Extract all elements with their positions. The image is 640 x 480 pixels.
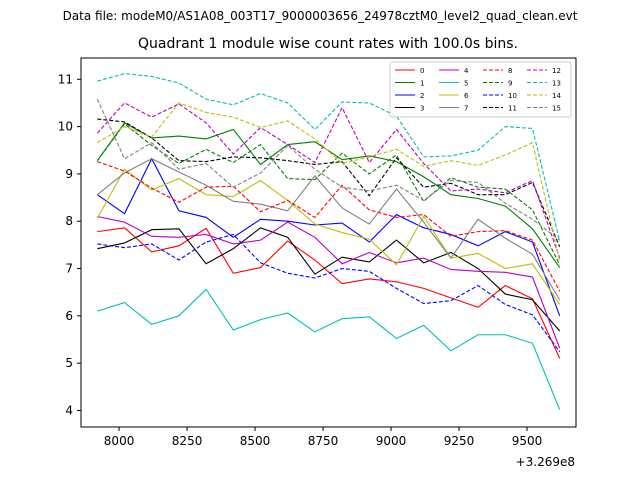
plot-frame (80, 57, 577, 428)
x-tick-label: 8000 (104, 434, 135, 448)
series-line-11 (97, 118, 561, 247)
legend-label-5: 5 (464, 80, 468, 88)
y-tick-label: 7 (65, 262, 73, 276)
legend-label-14: 14 (552, 92, 561, 100)
series-line-3 (97, 227, 561, 332)
series-line-8 (97, 161, 561, 292)
y-tick-label: 9 (65, 167, 73, 181)
series-line-5 (97, 288, 561, 410)
y-tick-label: 4 (65, 403, 73, 417)
chart-title: Quadrant 1 module wise count rates with … (138, 36, 518, 52)
legend-label-3: 3 (420, 105, 424, 113)
legend-label-4: 4 (464, 67, 469, 75)
y-tick-label: 10 (58, 120, 73, 134)
legend-box (389, 61, 572, 118)
series-line-4 (97, 215, 561, 349)
legend-label-10: 10 (508, 92, 517, 100)
legend-label-13: 13 (552, 80, 561, 88)
x-tick-label: 9250 (444, 434, 475, 448)
legend-label-6: 6 (464, 92, 469, 100)
legend-label-8: 8 (508, 67, 512, 75)
series-line-12 (96, 102, 561, 259)
x-tick-label: 8500 (240, 434, 271, 448)
legend-label-2: 2 (420, 92, 424, 100)
legend-label-11: 11 (508, 105, 517, 113)
series-line-1 (96, 122, 561, 268)
y-tick-label: 6 (65, 309, 73, 323)
series-line-6 (96, 168, 561, 305)
series-line-15 (96, 98, 561, 241)
y-tick-label: 11 (58, 72, 73, 86)
series-line-0 (97, 227, 561, 359)
series-line-2 (97, 157, 561, 317)
series-layer (96, 73, 561, 410)
y-tick-label: 5 (65, 356, 73, 370)
chart-suptitle: Data file: modeM0/AS1A08_003T17_90000036… (63, 9, 578, 23)
x-tick-label: 9500 (512, 434, 543, 448)
x-offset-label: +3.269e8 (516, 455, 575, 469)
legend-label-9: 9 (508, 80, 512, 88)
legend-label-1: 1 (420, 80, 424, 88)
y-tick-label: 8 (65, 214, 73, 228)
series-line-14 (97, 102, 561, 262)
x-tick-label: 8750 (308, 434, 339, 448)
series-line-7 (96, 158, 561, 301)
x-tick-label: 9000 (376, 434, 407, 448)
legend-label-7: 7 (464, 105, 468, 113)
series-line-10 (97, 233, 561, 353)
legend-label-15: 15 (552, 105, 561, 113)
legend-label-12: 12 (552, 67, 561, 75)
legend-label-0: 0 (420, 67, 424, 75)
series-line-9 (96, 122, 561, 265)
x-tick-label: 8250 (172, 434, 203, 448)
series-line-13 (97, 73, 561, 242)
